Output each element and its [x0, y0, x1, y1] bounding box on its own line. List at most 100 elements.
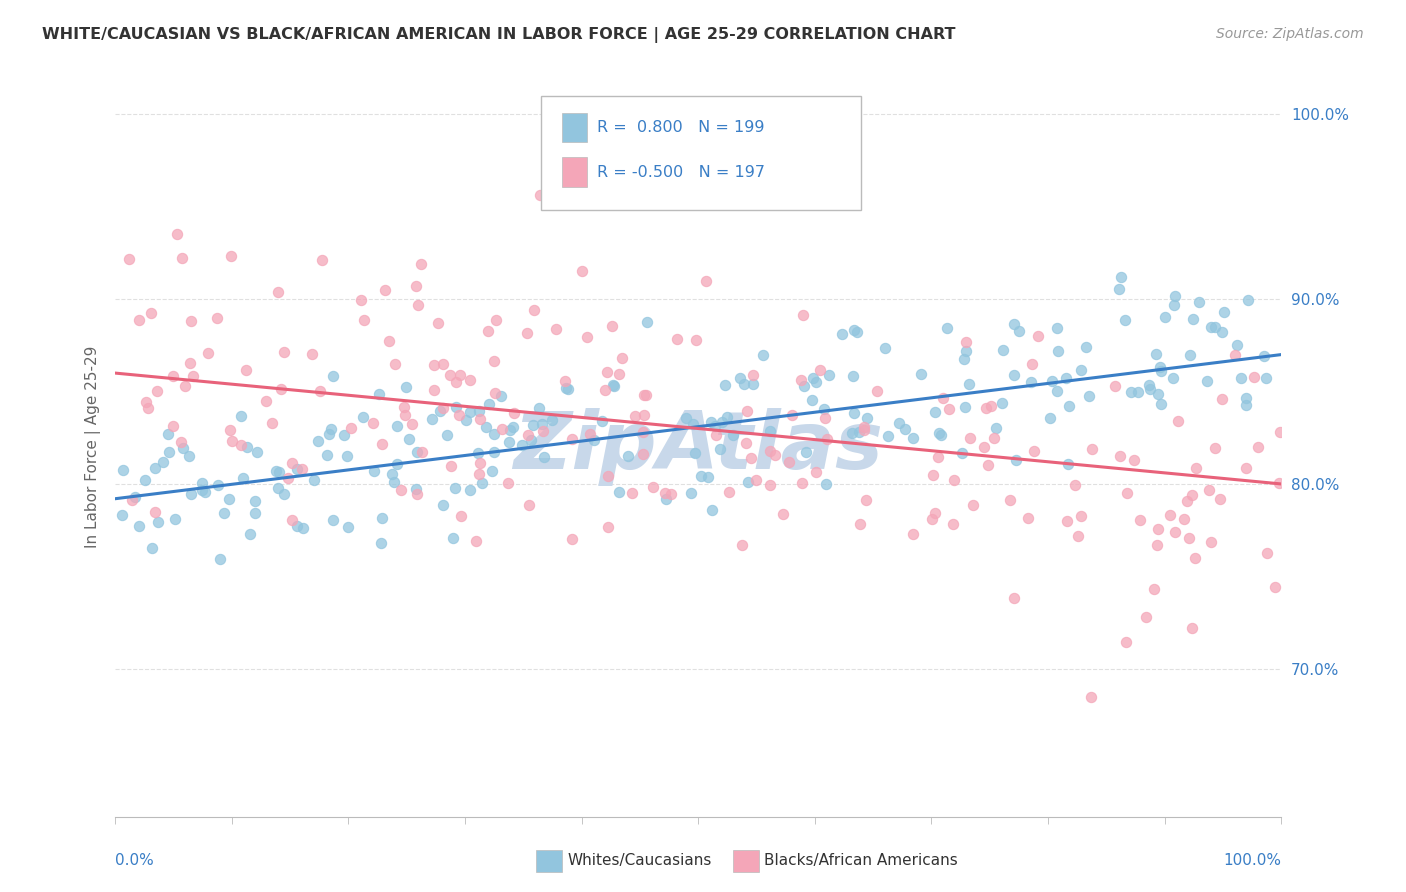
Point: [406, 445, 429, 459]
Point: [1212, 305, 1234, 319]
Point: [1078, 390, 1101, 404]
Point: [1199, 534, 1222, 549]
Point: [1253, 349, 1275, 363]
Point: [924, 506, 946, 520]
Point: [170, 251, 193, 265]
Point: [269, 465, 291, 479]
Point: [128, 519, 150, 533]
Point: [432, 357, 454, 371]
Point: [602, 378, 624, 392]
Point: [759, 444, 782, 458]
Point: [523, 303, 546, 318]
Point: [804, 376, 827, 390]
Point: [458, 373, 481, 387]
Point: [598, 468, 620, 483]
Point: [1173, 512, 1195, 526]
Point: [281, 456, 304, 470]
Point: [197, 345, 219, 359]
Point: [406, 298, 429, 312]
Point: [411, 445, 433, 459]
Point: [1046, 343, 1069, 358]
Point: [484, 386, 506, 401]
Text: R = -0.500   N = 197: R = -0.500 N = 197: [596, 164, 765, 179]
Point: [112, 463, 135, 477]
Point: [1164, 289, 1187, 303]
Point: [467, 446, 489, 460]
Point: [704, 428, 727, 442]
Point: [121, 493, 143, 508]
Point: [319, 422, 342, 436]
Point: [1150, 364, 1173, 378]
Point: [484, 426, 506, 441]
Point: [1177, 531, 1199, 545]
Point: [1178, 348, 1201, 362]
Point: [368, 387, 391, 401]
Point: [842, 323, 865, 337]
Point: [737, 475, 759, 489]
Point: [713, 378, 735, 392]
Point: [1070, 508, 1092, 523]
Point: [1045, 384, 1067, 398]
Point: [135, 395, 157, 409]
Point: [458, 483, 481, 497]
Point: [450, 368, 472, 382]
Point: [983, 431, 1005, 445]
Point: [633, 388, 655, 402]
Point: [682, 417, 704, 431]
Point: [633, 408, 655, 422]
Point: [118, 252, 141, 267]
Point: [209, 551, 232, 566]
Point: [555, 381, 578, 395]
Point: [772, 507, 794, 521]
Point: [1021, 357, 1043, 371]
Point: [441, 531, 464, 545]
Point: [582, 434, 605, 448]
Point: [401, 417, 423, 432]
Point: [955, 335, 977, 350]
Point: [352, 409, 374, 424]
Point: [420, 412, 443, 426]
Point: [924, 405, 946, 419]
Point: [571, 264, 593, 278]
Point: [173, 379, 195, 393]
Point: [1019, 375, 1042, 389]
Point: [207, 478, 229, 492]
Point: [841, 425, 863, 440]
Point: [813, 402, 835, 417]
Point: [1080, 442, 1102, 457]
Point: [180, 487, 202, 501]
Point: [243, 494, 266, 508]
Point: [814, 410, 837, 425]
Point: [165, 511, 187, 525]
Point: [405, 482, 427, 496]
Point: [243, 506, 266, 520]
Point: [1056, 514, 1078, 528]
Point: [1268, 425, 1291, 439]
Point: [852, 423, 875, 437]
Point: [531, 417, 554, 431]
Point: [236, 440, 259, 454]
Point: [301, 347, 323, 361]
Point: [541, 412, 564, 426]
Point: [959, 431, 981, 445]
Point: [1022, 443, 1045, 458]
Point: [1268, 476, 1291, 491]
Point: [1146, 538, 1168, 552]
Point: [179, 356, 201, 370]
Point: [957, 377, 980, 392]
Point: [953, 401, 976, 415]
Point: [322, 514, 344, 528]
Point: [901, 526, 924, 541]
Point: [894, 422, 917, 436]
Point: [1204, 319, 1226, 334]
Point: [277, 471, 299, 485]
Point: [793, 379, 815, 393]
Point: [491, 421, 513, 435]
Point: [516, 326, 538, 341]
Point: [285, 518, 308, 533]
Point: [478, 396, 501, 410]
Point: [808, 363, 831, 377]
Point: [239, 526, 262, 541]
Point: [717, 485, 740, 500]
Point: [340, 420, 363, 434]
